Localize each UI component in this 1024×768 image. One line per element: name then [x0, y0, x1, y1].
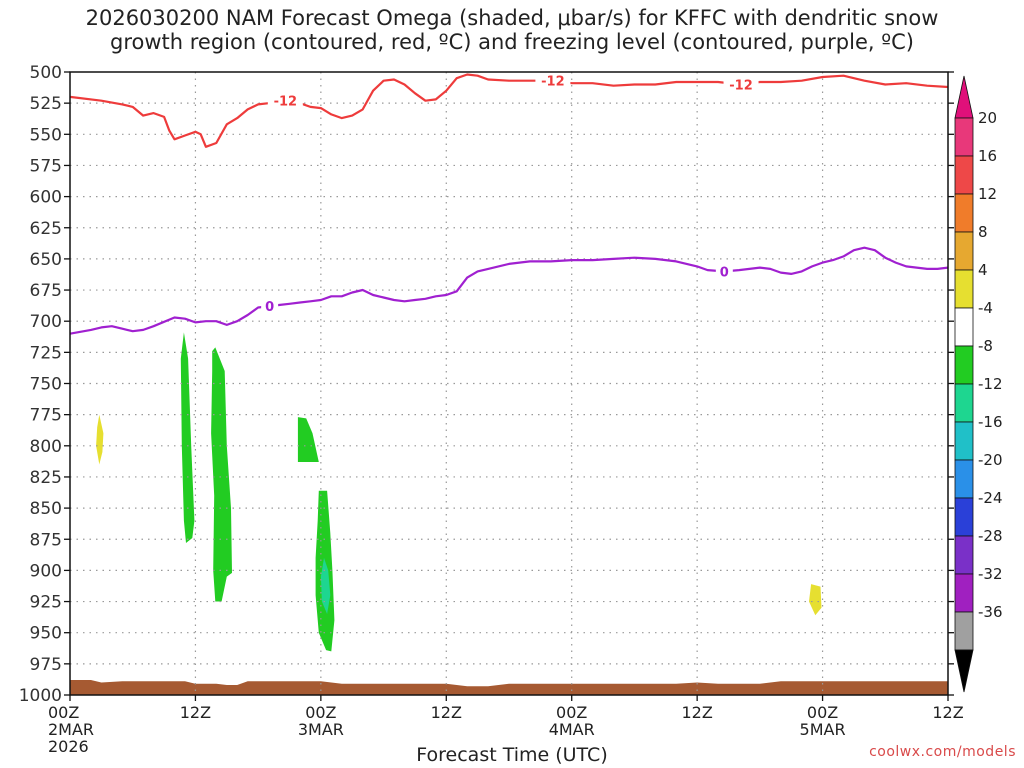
chart-title-line1: 2026030200 NAM Forecast Omega (shaded, μ… [85, 6, 939, 30]
y-tick-label: 950 [30, 624, 62, 644]
y-tick-label: 525 [30, 94, 62, 114]
x-axis-label: Forecast Time (UTC) [416, 744, 608, 766]
y-tick-label: 925 [30, 593, 62, 613]
omega-region-6 [96, 414, 104, 465]
contour-label-bg [535, 72, 571, 89]
y-tick-label: 775 [30, 406, 62, 426]
credit-text: coolwx.com/models [869, 744, 1016, 760]
x-tick-label: 12Z [180, 703, 211, 722]
colorbar-swatch [954, 231, 974, 271]
colorbar-label: -16 [978, 413, 1003, 431]
x-tick-label: 12Z [431, 703, 462, 722]
colorbar-swatch [954, 307, 974, 347]
ground-terrain [70, 680, 948, 695]
y-tick-label: 550 [30, 125, 62, 145]
x-year-label: 2026 [48, 737, 89, 756]
chart-title: 2026030200 NAM Forecast Omega (shaded, μ… [0, 6, 1024, 54]
colorbar-label: -8 [978, 337, 993, 355]
colorbar-swatch [954, 421, 974, 461]
omega-region-7 [809, 584, 822, 616]
contour-label: -12 [541, 75, 565, 90]
colorbar-label: -12 [978, 375, 1003, 393]
chart-title-line2: growth region (contoured, red, ºC) and f… [110, 30, 914, 54]
contour-line-minus12c [69, 73, 949, 148]
x-tick-label: 12Z [932, 703, 963, 722]
omega-region-2 [211, 347, 232, 602]
y-tick-label: 850 [30, 499, 62, 519]
x-tick-label: 12Z [681, 703, 712, 722]
colorbar-swatch [954, 383, 974, 423]
y-tick-label: 975 [30, 655, 62, 675]
y-tick-label: 875 [30, 530, 62, 550]
x-date-label: 2MAR [48, 720, 94, 739]
contour-label-bg [261, 298, 279, 315]
colorbar-swatch [954, 193, 974, 233]
y-tick-label: 725 [30, 343, 62, 363]
colorbar-label: 8 [978, 223, 988, 241]
x-date-label: 4MAR [549, 720, 595, 739]
colorbar-swatch [954, 573, 974, 613]
contour-label-bg [715, 263, 733, 280]
x-tick-label: 00Z [48, 703, 79, 722]
contour-label-bg [267, 92, 303, 109]
colorbar-label: 16 [978, 147, 997, 165]
colorbar-swatch [954, 535, 974, 575]
y-tick-label: 1000 [19, 686, 62, 706]
contour-label: -12 [729, 78, 753, 93]
y-tick-label: 500 [30, 63, 62, 83]
y-tick-label: 600 [30, 188, 62, 208]
colorbar-top-arrow [954, 75, 974, 119]
y-tick-label: 675 [30, 281, 62, 301]
y-tick-label: 750 [30, 375, 62, 395]
omega-region-1 [180, 332, 195, 543]
y-tick-label: 800 [30, 437, 62, 457]
contour-label: -12 [274, 95, 298, 110]
colorbar-swatch [954, 497, 974, 537]
x-tick-label: 00Z [305, 703, 336, 722]
colorbar-swatch [954, 155, 974, 195]
contour-label-bg [723, 76, 759, 93]
colorbar-swatch [954, 345, 974, 385]
contour-line-freezing-level [69, 246, 949, 335]
omega-region-3 [297, 417, 319, 462]
colorbar-label: 20 [978, 109, 997, 127]
colorbar-label: -28 [978, 527, 1003, 545]
colorbar-swatch [954, 611, 974, 651]
contour-label: 0 [720, 265, 729, 280]
x-date-label: 5MAR [800, 720, 846, 739]
y-tick-label: 650 [30, 250, 62, 270]
colorbar-label: -24 [978, 489, 1003, 507]
colorbar-label: -32 [978, 565, 1003, 583]
y-tick-label: 900 [30, 561, 62, 581]
x-tick-label: 00Z [807, 703, 838, 722]
y-tick-label: 575 [30, 156, 62, 176]
colorbar-swatch [954, 269, 974, 309]
colorbar-swatch [954, 459, 974, 499]
y-tick-label: 625 [30, 219, 62, 239]
contour-label: 0 [265, 300, 274, 315]
colorbar-label: -4 [978, 299, 993, 317]
colorbar-label: -36 [978, 603, 1003, 621]
colorbar-label: 4 [978, 261, 988, 279]
colorbar-label: 12 [978, 185, 997, 203]
colorbar-swatch [954, 117, 974, 157]
y-tick-label: 700 [30, 312, 62, 332]
colorbar-label: -20 [978, 451, 1003, 469]
y-tick-label: 825 [30, 468, 62, 488]
omega-region-5 [320, 557, 331, 614]
colorbar-bottom-arrow [954, 649, 974, 693]
x-date-label: 3MAR [298, 720, 344, 739]
x-tick-label: 00Z [556, 703, 587, 722]
